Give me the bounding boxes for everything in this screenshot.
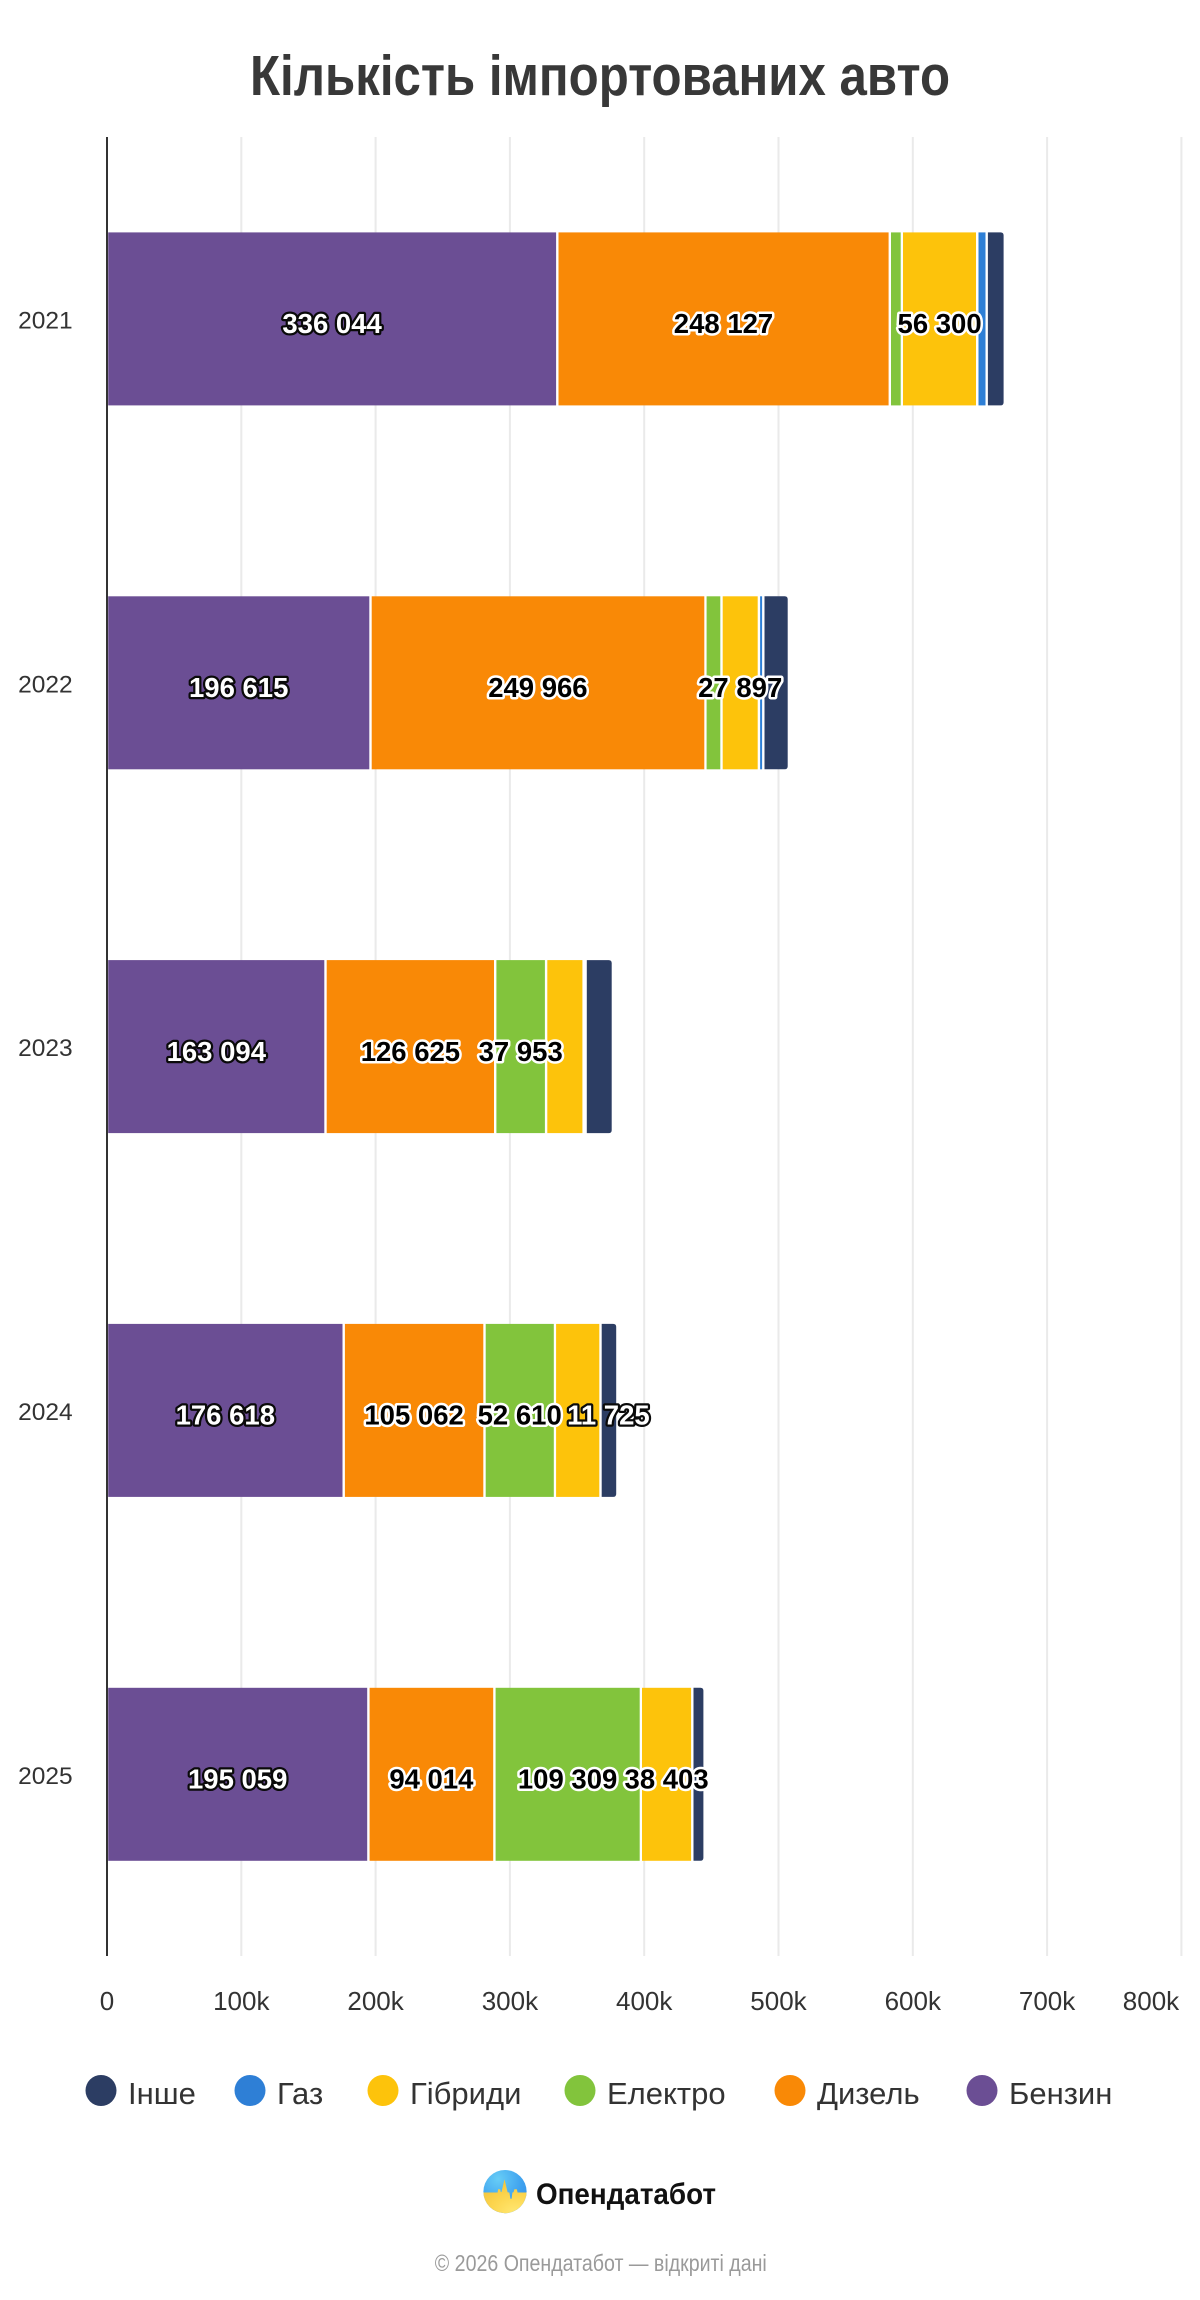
svg-text:800k: 800k (1123, 1986, 1180, 2016)
svg-text:2023: 2023 (18, 1035, 73, 1062)
svg-text:2024: 2024 (18, 1399, 73, 1426)
svg-text:Опендатабот: Опендатабот (536, 2178, 716, 2211)
svg-text:© 2026 Опендатабот — відкриті: © 2026 Опендатабот — відкриті дані (435, 2250, 767, 2276)
svg-text:700k: 700k (1019, 1986, 1076, 2016)
svg-text:195 059: 195 059 (188, 1764, 287, 1795)
svg-text:37 953: 37 953 (479, 1036, 563, 1067)
svg-text:109 309: 109 309 (518, 1764, 617, 1795)
svg-text:2021: 2021 (18, 307, 73, 334)
svg-text:163 094: 163 094 (167, 1036, 267, 1067)
svg-text:Електро: Електро (607, 2076, 726, 2111)
svg-text:Інше: Інше (128, 2076, 196, 2111)
svg-text:500k: 500k (750, 1986, 807, 2016)
svg-text:126 625: 126 625 (361, 1036, 460, 1067)
svg-text:600k: 600k (885, 1986, 942, 2016)
svg-text:105 062: 105 062 (364, 1400, 463, 1431)
svg-text:2025: 2025 (18, 1763, 73, 1790)
svg-text:100k: 100k (213, 1986, 270, 2016)
svg-text:0: 0 (100, 1986, 114, 2016)
svg-text:Кількість імпортованих авто: Кількість імпортованих авто (250, 44, 950, 108)
svg-text:Бензин: Бензин (1009, 2076, 1112, 2111)
svg-text:94 014: 94 014 (389, 1764, 474, 1795)
svg-text:Газ: Газ (277, 2076, 323, 2111)
svg-text:27 897: 27 897 (698, 672, 782, 703)
svg-text:249 966: 249 966 (488, 672, 587, 703)
svg-text:400k: 400k (616, 1986, 673, 2016)
svg-text:196 615: 196 615 (189, 672, 288, 703)
svg-text:200k: 200k (347, 1986, 404, 2016)
svg-text:Дизель: Дизель (817, 2076, 920, 2111)
svg-text:248 127: 248 127 (674, 308, 773, 339)
svg-text:176 618: 176 618 (176, 1400, 275, 1431)
svg-text:300k: 300k (482, 1986, 539, 2016)
svg-text:11 725: 11 725 (567, 1400, 650, 1431)
svg-text:38 403: 38 403 (625, 1764, 709, 1795)
svg-text:336 044: 336 044 (282, 308, 382, 339)
svg-text:56 300: 56 300 (898, 308, 982, 339)
svg-text:2022: 2022 (18, 671, 73, 698)
svg-text:52 610: 52 610 (478, 1400, 562, 1431)
svg-text:Гібриди: Гібриди (410, 2076, 521, 2111)
